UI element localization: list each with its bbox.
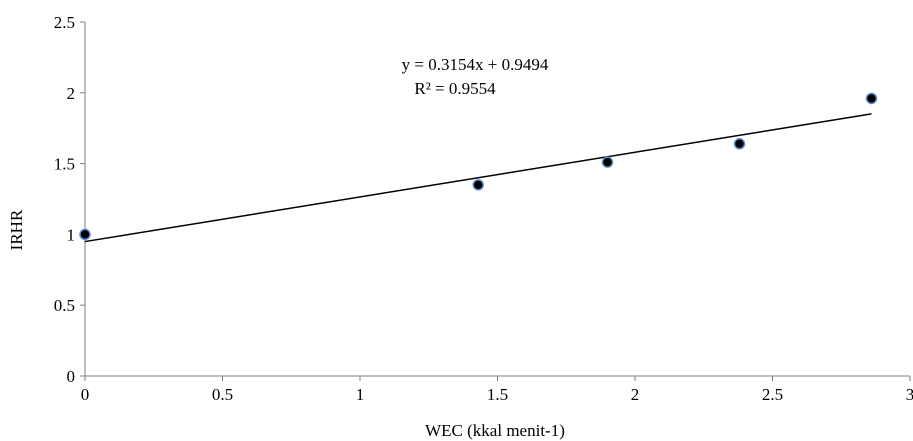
x-tick-label: 1 bbox=[356, 385, 365, 404]
x-tick-label: 0.5 bbox=[212, 385, 233, 404]
x-axis-label: WEC (kkal menit-1) bbox=[425, 421, 565, 440]
y-tick-label: 2 bbox=[67, 84, 76, 103]
x-axis-ticks: 0 0.5 1 1.5 2 2.5 3 bbox=[81, 376, 913, 404]
y-tick-label: 2.5 bbox=[54, 13, 75, 32]
y-tick-label: 0 bbox=[67, 367, 76, 386]
y-tick-label: 0.5 bbox=[54, 296, 75, 315]
data-point bbox=[601, 156, 614, 168]
x-tick-label: 2 bbox=[631, 385, 640, 404]
x-tick-label: 2.5 bbox=[762, 385, 783, 404]
data-point bbox=[79, 228, 91, 241]
y-axis-ticks: 0 0.5 1 1.5 2 2.5 bbox=[54, 13, 85, 386]
trendline bbox=[84, 113, 872, 243]
data-point bbox=[733, 138, 746, 150]
trendline-group bbox=[84, 113, 872, 243]
trendline-equation: y = 0.3154x + 0.9494 bbox=[402, 55, 549, 74]
data-point bbox=[865, 92, 878, 105]
x-tick-label: 3 bbox=[906, 385, 913, 404]
axes bbox=[84, 22, 910, 377]
x-tick-label: 0 bbox=[81, 385, 90, 404]
data-points bbox=[79, 92, 878, 241]
data-point bbox=[472, 179, 484, 191]
r-squared-label: R² = 0.9554 bbox=[414, 79, 496, 98]
x-tick-label: 1.5 bbox=[487, 385, 508, 404]
y-axis-label: IRHR bbox=[7, 209, 26, 250]
y-tick-label: 1 bbox=[67, 225, 76, 244]
y-tick-label: 1.5 bbox=[54, 155, 75, 174]
